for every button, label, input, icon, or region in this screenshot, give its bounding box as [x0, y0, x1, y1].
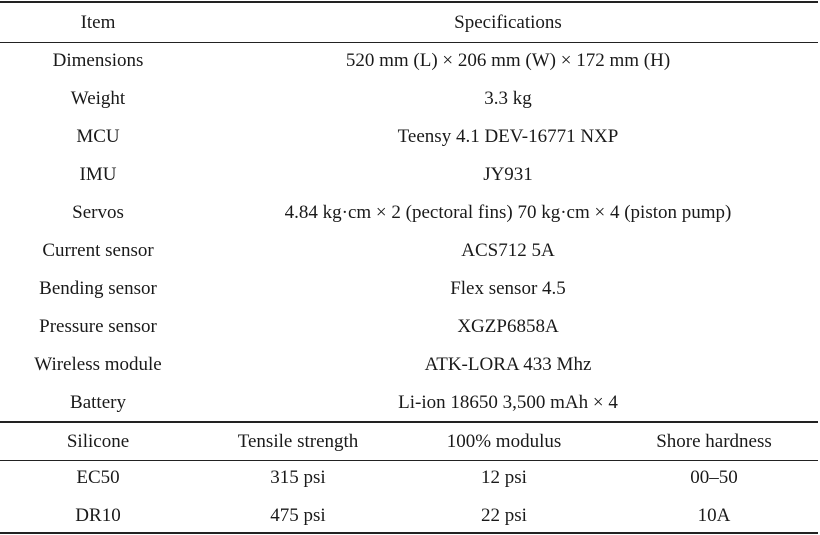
header-item: Item: [80, 12, 116, 33]
table-row: Servos 4.84 kg·cm × 2 (pectoral fins) 70…: [0, 194, 820, 232]
table-row: Wireless module ATK-LORA 433 Mhz: [0, 346, 820, 384]
table-bottom-rule: [0, 532, 818, 534]
table-row: Dimensions 520 mm (L) × 206 mm (W) × 172…: [0, 42, 820, 80]
row-hardness: 00–50: [690, 467, 738, 488]
row-silicone: EC50: [76, 467, 120, 488]
row-tensile: 475 psi: [270, 505, 326, 526]
row-spec: ACS712 5A: [461, 240, 555, 261]
row-item: Dimensions: [52, 50, 144, 71]
row-spec: XGZP6858A: [457, 316, 559, 337]
table-row: Battery Li-ion 18650 3,500 mAh × 4: [0, 384, 820, 422]
header-tensile-strength: Tensile strength: [237, 431, 359, 452]
row-silicone: DR10: [75, 505, 121, 526]
header-specifications: Specifications: [454, 12, 562, 33]
table-row: Pressure sensor XGZP6858A: [0, 308, 820, 346]
row-spec: Teensy 4.1 DEV-16771 NXP: [397, 126, 619, 147]
row-hardness: 10A: [697, 505, 731, 526]
table-top-rule: [0, 1, 818, 3]
table-row: Current sensor ACS712 5A: [0, 232, 820, 270]
row-spec: ATK-LORA 433 Mhz: [424, 354, 592, 375]
row-item: Pressure sensor: [39, 316, 157, 337]
table-row: Bending sensor Flex sensor 4.5: [0, 270, 820, 308]
silicone-header-rule: [0, 460, 818, 461]
table-header-row: Item Specifications: [0, 4, 820, 42]
row-spec: 4.84 kg·cm × 2 (pectoral fins) 70 kg·cm …: [284, 202, 732, 223]
row-modulus: 12 psi: [481, 467, 527, 488]
header-modulus: 100% modulus: [446, 431, 562, 452]
table-row: IMU JY931: [0, 156, 820, 194]
row-item: MCU: [76, 126, 120, 147]
row-spec: Flex sensor 4.5: [450, 278, 566, 299]
row-item: Wireless module: [34, 354, 162, 375]
row-item: Current sensor: [42, 240, 154, 261]
row-item: Weight: [70, 88, 126, 109]
table-row: DR10 475 psi 22 psi 10A: [0, 497, 820, 535]
header-rule: [0, 42, 818, 43]
silicone-header-row: Silicone Tensile strength 100% modulus S…: [0, 423, 820, 461]
table-row: Weight 3.3 kg: [0, 80, 820, 118]
table-row: EC50 315 psi 12 psi 00–50: [0, 459, 820, 497]
row-modulus: 22 psi: [481, 505, 527, 526]
row-item: Battery: [70, 392, 126, 413]
row-spec: JY931: [483, 164, 533, 185]
header-silicone: Silicone: [66, 431, 130, 452]
row-spec: Li-ion 18650 3,500 mAh × 4: [398, 392, 618, 413]
row-spec: 3.3 kg: [484, 88, 532, 109]
row-item: IMU: [79, 164, 117, 185]
header-shore-hardness: Shore hardness: [656, 431, 772, 452]
table-row: MCU Teensy 4.1 DEV-16771 NXP: [0, 118, 820, 156]
row-item: Bending sensor: [39, 278, 157, 299]
row-spec: 520 mm (L) × 206 mm (W) × 172 mm (H): [345, 50, 671, 71]
row-tensile: 315 psi: [270, 467, 326, 488]
section-rule: [0, 421, 818, 423]
row-item: Servos: [72, 202, 124, 223]
